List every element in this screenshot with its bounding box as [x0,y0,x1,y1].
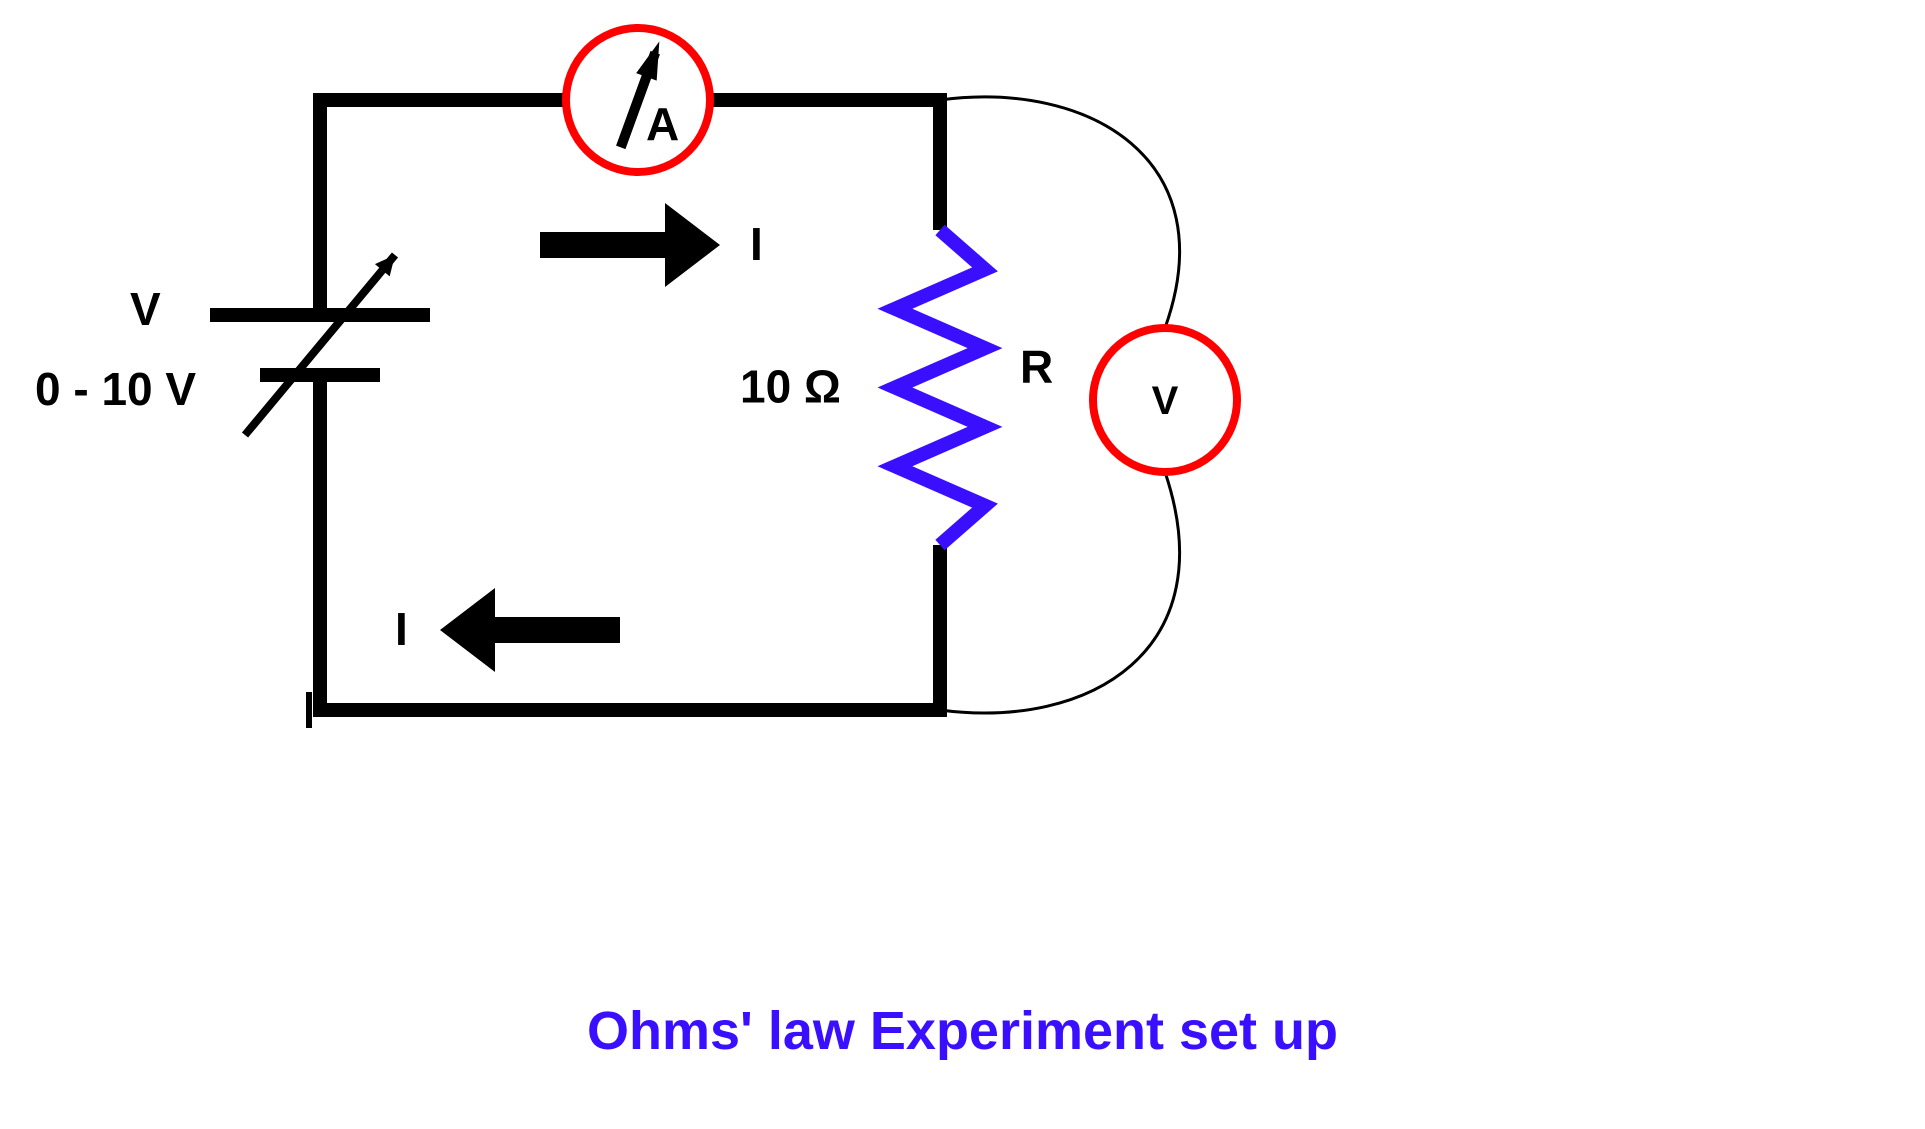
voltmeter-label: V [1152,379,1179,423]
current-label-top: I [750,218,763,270]
current-label-bottom: I [395,603,408,655]
voltmeter-lead-top [940,97,1180,328]
voltage-range-label: 0 - 10 V [35,363,196,415]
resistance-symbol-label: R [1020,341,1053,393]
ammeter-label: A [646,98,679,150]
resistance-value-label: 10 Ω [740,361,841,413]
voltage-symbol-label: V [130,283,161,335]
resistor [895,230,985,545]
circuit-diagram: V 0 - 10 V A 10 Ω R I I V [0,0,1925,1000]
diagram-title: Ohms' law Experiment set up [0,1000,1925,1062]
